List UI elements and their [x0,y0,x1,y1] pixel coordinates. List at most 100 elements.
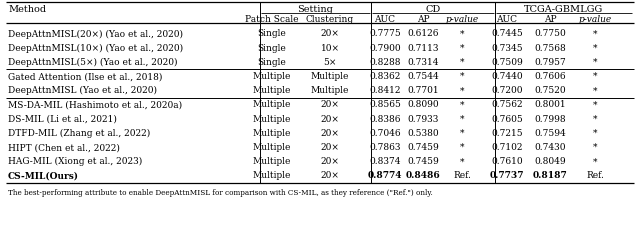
Text: *: * [593,128,597,137]
Text: AP: AP [544,14,556,23]
Text: HIPT (Chen et al., 2022): HIPT (Chen et al., 2022) [8,143,120,151]
Text: 0.7215: 0.7215 [491,128,523,137]
Text: 20×: 20× [321,128,339,137]
Text: 0.7314: 0.7314 [407,58,439,67]
Text: *: * [593,58,597,67]
Text: Multiple: Multiple [253,100,291,109]
Text: 0.7701: 0.7701 [407,86,439,95]
Text: 0.8187: 0.8187 [532,171,568,180]
Text: Multiple: Multiple [253,143,291,151]
Text: 0.7750: 0.7750 [534,29,566,38]
Text: Single: Single [258,43,286,52]
Text: 0.7605: 0.7605 [491,114,523,123]
Text: 0.7509: 0.7509 [491,58,523,67]
Text: Multiple: Multiple [253,72,291,81]
Text: 0.7459: 0.7459 [407,157,439,166]
Text: Ref.: Ref. [586,171,604,180]
Text: *: * [460,157,464,166]
Text: DeepAttnMISL (Yao et al., 2020): DeepAttnMISL (Yao et al., 2020) [8,86,157,95]
Text: 0.7046: 0.7046 [369,128,401,137]
Text: 0.7737: 0.7737 [490,171,524,180]
Text: 10×: 10× [321,43,339,52]
Text: 0.7775: 0.7775 [369,29,401,38]
Text: Ref.: Ref. [453,171,471,180]
Text: 0.7459: 0.7459 [407,143,439,151]
Text: AUC: AUC [497,14,518,23]
Text: 0.7933: 0.7933 [407,114,438,123]
Text: 0.7998: 0.7998 [534,114,566,123]
Text: 0.8374: 0.8374 [369,157,401,166]
Text: AP: AP [417,14,429,23]
Text: DeepAttnMISL(20×) (Yao et al., 2020): DeepAttnMISL(20×) (Yao et al., 2020) [8,29,183,38]
Text: *: * [460,72,464,81]
Text: 0.8288: 0.8288 [369,58,401,67]
Text: 20×: 20× [321,114,339,123]
Text: DeepAttnMISL(5×) (Yao et al., 2020): DeepAttnMISL(5×) (Yao et al., 2020) [8,58,177,67]
Text: Multiple: Multiple [311,72,349,81]
Text: 0.8362: 0.8362 [369,72,401,81]
Text: *: * [593,43,597,52]
Text: 5×: 5× [323,58,337,67]
Text: *: * [460,100,464,109]
Text: DTFD-MIL (Zhang et al., 2022): DTFD-MIL (Zhang et al., 2022) [8,128,150,137]
Text: Patch Scale: Patch Scale [245,14,299,23]
Text: 0.7594: 0.7594 [534,128,566,137]
Text: Single: Single [258,58,286,67]
Text: 0.7863: 0.7863 [369,143,401,151]
Text: *: * [593,86,597,95]
Text: MS-DA-MIL (Hashimoto et al., 2020a): MS-DA-MIL (Hashimoto et al., 2020a) [8,100,182,109]
Text: TCGA-GBMLGG: TCGA-GBMLGG [524,4,604,13]
Text: 0.8049: 0.8049 [534,157,566,166]
Text: 20×: 20× [321,157,339,166]
Text: 0.7520: 0.7520 [534,86,566,95]
Text: CS-MIL(Ours): CS-MIL(Ours) [8,171,79,180]
Text: 20×: 20× [321,100,339,109]
Text: Multiple: Multiple [253,171,291,180]
Text: Setting: Setting [298,4,333,13]
Text: 0.7562: 0.7562 [491,100,523,109]
Text: Multiple: Multiple [253,128,291,137]
Text: 0.7606: 0.7606 [534,72,566,81]
Text: 0.7568: 0.7568 [534,43,566,52]
Text: 0.7102: 0.7102 [492,143,523,151]
Text: CD: CD [426,4,440,13]
Text: 0.7445: 0.7445 [491,29,523,38]
Text: DS-MIL (Li et al., 2021): DS-MIL (Li et al., 2021) [8,114,117,123]
Text: 20×: 20× [321,171,339,180]
Text: 20×: 20× [321,29,339,38]
Text: 0.8090: 0.8090 [407,100,439,109]
Text: *: * [460,114,464,123]
Text: Gated Attention (Ilse et al., 2018): Gated Attention (Ilse et al., 2018) [8,72,163,81]
Text: Multiple: Multiple [253,114,291,123]
Text: *: * [460,29,464,38]
Text: 0.8001: 0.8001 [534,100,566,109]
Text: 0.7900: 0.7900 [369,43,401,52]
Text: 0.8386: 0.8386 [369,114,401,123]
Text: Method: Method [8,4,46,13]
Text: 0.5380: 0.5380 [407,128,439,137]
Text: *: * [460,43,464,52]
Text: 0.8565: 0.8565 [369,100,401,109]
Text: The best-performing attribute to enable DeepAttnMISL for comparison with CS-MIL,: The best-performing attribute to enable … [8,188,433,196]
Text: 0.8774: 0.8774 [368,171,403,180]
Text: 0.7544: 0.7544 [407,72,439,81]
Text: Multiple: Multiple [253,157,291,166]
Text: *: * [460,58,464,67]
Text: Clustering: Clustering [306,14,354,23]
Text: 0.6126: 0.6126 [407,29,439,38]
Text: *: * [593,100,597,109]
Text: 0.8412: 0.8412 [369,86,401,95]
Text: p-value: p-value [579,14,612,23]
Text: 0.7430: 0.7430 [534,143,566,151]
Text: p-value: p-value [445,14,479,23]
Text: AUC: AUC [374,14,396,23]
Text: 0.7345: 0.7345 [491,43,523,52]
Text: *: * [460,86,464,95]
Text: Multiple: Multiple [311,86,349,95]
Text: *: * [593,157,597,166]
Text: *: * [593,72,597,81]
Text: *: * [460,143,464,151]
Text: Multiple: Multiple [253,86,291,95]
Text: *: * [593,29,597,38]
Text: 20×: 20× [321,143,339,151]
